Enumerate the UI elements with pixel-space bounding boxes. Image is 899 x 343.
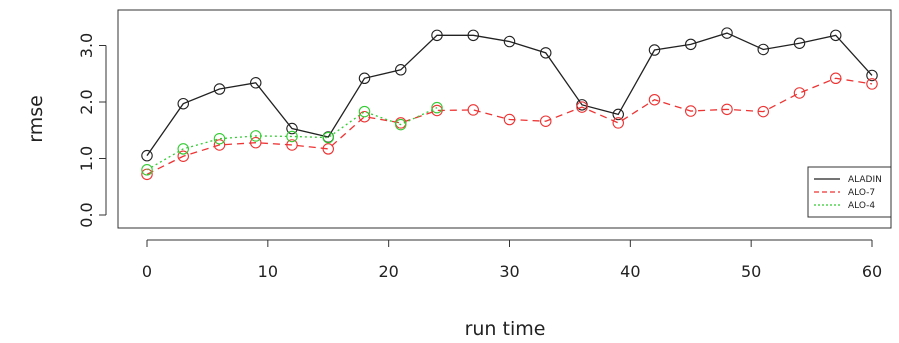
y-axis-title: rmse [25, 95, 47, 143]
x-tick-label: 30 [499, 262, 519, 281]
data-point-alo-4 [358, 105, 371, 118]
x-tick-label: 50 [741, 262, 761, 281]
x-tick-label: 20 [378, 262, 398, 281]
data-point-aladin [539, 47, 552, 59]
legend-label-alo-7: ALO-7 [848, 188, 875, 198]
data-point-aladin [177, 97, 190, 110]
x-tick-label: 40 [620, 262, 640, 281]
series-line-alo-7 [146, 77, 873, 175]
data-point-alo-4 [322, 131, 334, 144]
data-point-aladin [829, 29, 842, 42]
data-point-alo-7 [250, 136, 262, 149]
x-axis-title: run time [465, 318, 546, 340]
series-line-alo-4 [146, 107, 438, 171]
data-point-aladin [866, 69, 878, 82]
data-point-aladin [431, 29, 443, 42]
y-tick-label: 2.0 [77, 89, 96, 114]
data-point-alo-7 [648, 93, 661, 106]
series-line-aladin [146, 32, 873, 157]
data-point-aladin [684, 38, 697, 51]
data-point-alo-7 [177, 150, 190, 162]
x-tick-label: 10 [258, 262, 278, 281]
data-point-alo-4 [394, 118, 407, 131]
data-point-alo-7 [539, 115, 552, 127]
data-point-alo-7 [358, 110, 371, 123]
data-point-aladin [793, 37, 806, 49]
y-tick-label: 1.0 [77, 146, 96, 171]
data-point-aladin [467, 29, 479, 42]
data-point-alo-7 [684, 105, 697, 117]
data-point-aladin [612, 108, 624, 121]
data-point-alo-7 [322, 143, 334, 155]
legend-box [807, 166, 892, 218]
legend-label-alo-4: ALO-4 [848, 201, 875, 211]
data-point-alo-7 [467, 104, 479, 116]
x-tick-label: 0 [142, 262, 152, 281]
data-point-alo-7 [612, 117, 624, 129]
data-point-alo-7 [286, 139, 298, 151]
data-point-aladin [141, 149, 153, 162]
data-point-alo-7 [793, 87, 806, 99]
data-point-aladin [757, 43, 769, 56]
data-point-alo-4 [431, 101, 443, 114]
plot-frame [117, 9, 892, 229]
data-point-alo-7 [576, 101, 588, 113]
data-point-aladin [648, 44, 661, 56]
data-point-aladin [286, 122, 298, 135]
data-point-aladin [358, 72, 371, 85]
data-point-alo-4 [177, 143, 190, 155]
data-point-alo-4 [286, 130, 298, 143]
data-point-aladin [250, 77, 262, 89]
data-point-alo-4 [141, 164, 153, 176]
data-point-alo-4 [250, 130, 262, 142]
data-point-aladin [394, 64, 407, 76]
data-point-alo-7 [721, 103, 733, 116]
data-point-aladin [721, 27, 733, 39]
data-point-alo-4 [213, 132, 226, 145]
data-point-alo-7 [213, 139, 226, 151]
data-point-aladin [503, 35, 516, 48]
data-point-alo-7 [866, 78, 878, 90]
legend-label-aladin: ALADIN [848, 175, 882, 185]
data-point-aladin [213, 83, 226, 95]
legend: ALADIN ALO-7 ALO-4 [807, 166, 892, 218]
data-point-alo-7 [829, 72, 842, 85]
x-tick-label: 60 [862, 262, 882, 281]
y-tick-label: 0.0 [77, 202, 96, 227]
y-tick-label: 3.0 [77, 33, 96, 58]
data-point-alo-7 [757, 105, 769, 118]
data-point-alo-7 [503, 113, 516, 126]
